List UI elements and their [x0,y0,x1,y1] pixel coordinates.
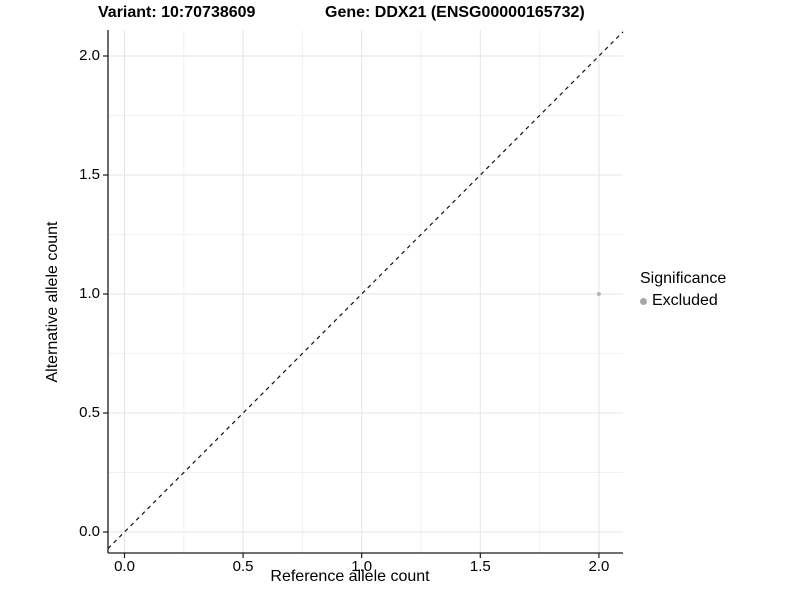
legend-key-dot [640,297,647,305]
x-tick-label: 1.5 [469,558,491,575]
plot-title-gene: Gene: DDX21 (ENSG00000165732) [325,4,585,21]
y-tick-label: 1.0 [79,285,100,302]
y-tick-label: 0.0 [79,523,100,540]
y-tick-label: 2.0 [79,47,100,64]
y-tick-label: 1.5 [79,166,100,183]
x-tick-label: 1.0 [351,558,373,575]
legend-item-excluded: Excluded [640,292,726,310]
legend-item-label: Excluded [652,292,718,309]
identity-dashed-line [107,31,624,549]
plot-title-variant: Variant: 10:70738609 [98,4,256,21]
x-tick-label: 0.0 [114,558,135,575]
y-tick-label: 0.5 [79,404,100,421]
legend-title: Significance [640,270,727,287]
data-point [596,292,601,296]
x-tick-label: 0.5 [232,558,254,575]
x-tick-label: 2.0 [588,558,610,575]
x-axis-title: Reference allele count [270,568,430,585]
legend: Significance Excluded [640,270,726,310]
